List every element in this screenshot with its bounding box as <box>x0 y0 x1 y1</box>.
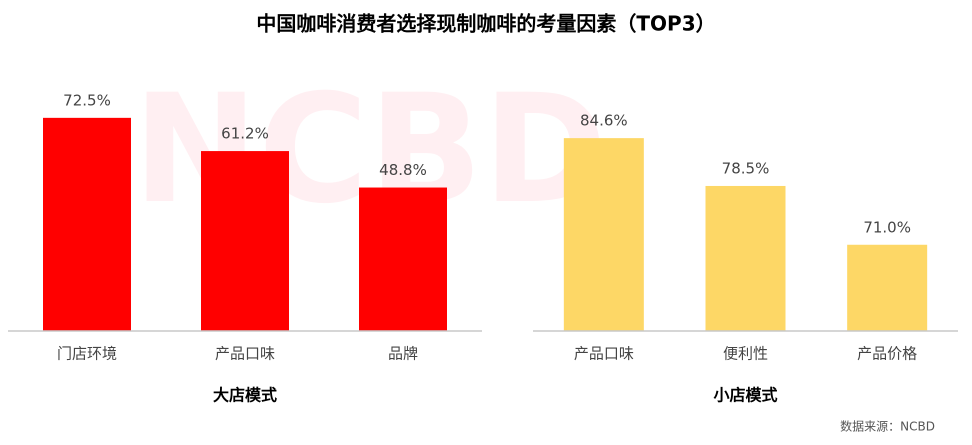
bar <box>43 117 131 331</box>
value-label: 72.5% <box>63 91 111 109</box>
value-label: 61.2% <box>221 125 269 143</box>
x-tick-label: 门店环境 <box>57 345 117 363</box>
bar <box>705 185 786 331</box>
chart-subtitle: 大店模式 <box>213 386 277 405</box>
x-tick-label: 产品价格 <box>857 345 917 363</box>
x-tick-label: 产品口味 <box>574 345 634 363</box>
bar <box>563 138 644 331</box>
bar <box>847 244 928 331</box>
bar <box>201 151 289 331</box>
x-tick-label: 品牌 <box>388 345 418 363</box>
value-label: 78.5% <box>722 159 770 177</box>
chart-title: 中国咖啡消费者选择现制咖啡的考量因素（TOP3） <box>256 12 715 36</box>
value-label: 84.6% <box>580 112 628 130</box>
chart-subtitle: 小店模式 <box>713 386 777 405</box>
x-tick-label: 便利性 <box>723 345 768 363</box>
value-label: 71.0% <box>863 218 911 236</box>
x-tick-label: 产品口味 <box>215 345 275 363</box>
source: 数据来源：NCBD <box>840 419 935 434</box>
value-label: 48.8% <box>379 161 427 179</box>
bar <box>359 187 447 331</box>
